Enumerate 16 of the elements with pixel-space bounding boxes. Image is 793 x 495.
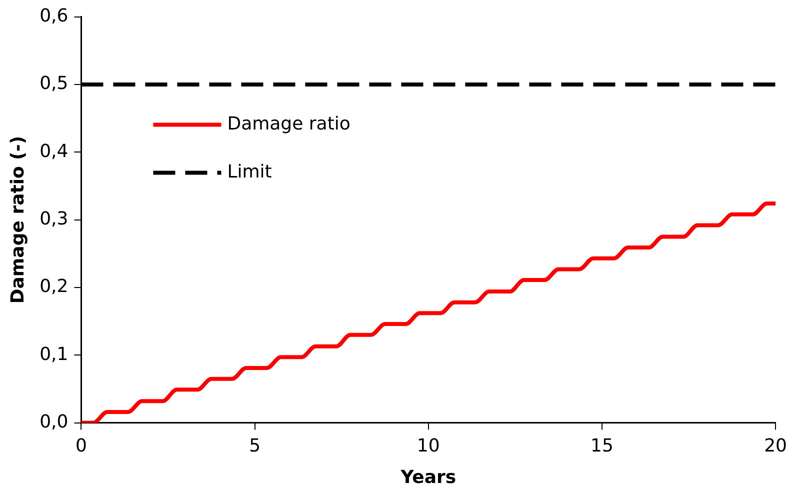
y-axis-title: Damage ratio (-) <box>7 136 28 304</box>
x-tick-label: 10 <box>416 435 440 456</box>
x-axis-title: Years <box>400 466 456 488</box>
x-tick-label: 0 <box>76 435 87 456</box>
y-tick-label: 0,1 <box>40 344 68 365</box>
y-tick-label: 0,2 <box>40 276 68 298</box>
y-tick-label: 0,3 <box>40 208 68 230</box>
x-tick-label: 15 <box>590 435 614 456</box>
y-tick-label: 0,4 <box>40 140 68 162</box>
y-tick-label: 0,6 <box>40 5 68 26</box>
legend-label: Damage ratio <box>227 113 350 134</box>
x-tick-label: 20 <box>764 435 787 456</box>
y-tick-label: 0,5 <box>40 73 68 94</box>
x-tick-label: 5 <box>249 435 261 456</box>
legend-label: Limit <box>227 161 272 182</box>
y-tick-label: 0,0 <box>40 411 68 432</box>
